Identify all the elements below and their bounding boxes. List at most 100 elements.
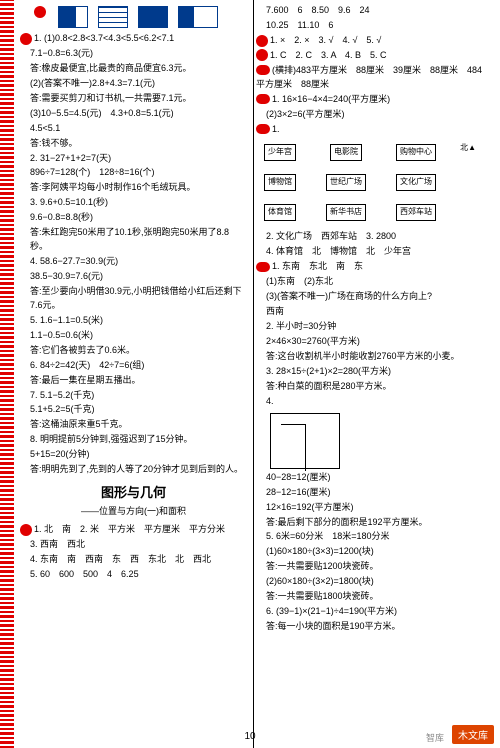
line: 8. 明明提前5分钟到,强强迟到了15分钟。	[20, 433, 247, 447]
map-diagram: 北▲ 少年宫 电影院 购物中心 博物馆 世纪广场 文化广场 体育馆 新华书店 西…	[256, 140, 484, 226]
icon-row	[34, 6, 247, 28]
line: 1. 16×16−4×4=240(平方厘米)	[256, 93, 484, 107]
bullet-icon	[256, 35, 268, 47]
line: 1. 东南 东北 南 东	[256, 260, 484, 274]
section-subtitle: ——位置与方向(一)和面积	[20, 505, 247, 519]
line: 答:最后剩下部分的面积是192平方厘米。	[256, 516, 484, 530]
line: 7.1−0.8=6.3(元)	[20, 47, 247, 61]
line: 答:需要买剪刀和订书机,一共需要7.1元。	[20, 92, 247, 106]
line: 答:明明先到了,先到的人等了20分钟才见到后到的人。	[20, 463, 247, 477]
line: 4. 体育馆 北 博物馆 北 少年宫	[256, 245, 484, 259]
line: 12×16=192(平方厘米)	[256, 501, 484, 515]
grid-icon-4	[178, 6, 218, 28]
text: 1. 东南 东北 南 东	[272, 261, 363, 271]
grid-icon-3	[138, 6, 168, 28]
bullet-icon	[256, 124, 270, 134]
line: (3)(答案不唯一)广场在商场的什么方向上?	[256, 290, 484, 304]
bullet-icon	[34, 6, 46, 18]
line: (2)(答案不唯一)2.8+4.3=7.1(元)	[20, 77, 247, 91]
grid-icon-2	[98, 6, 128, 28]
bullet-icon	[256, 49, 268, 61]
section-title: 图形与几何	[20, 483, 247, 503]
page-number: 10	[244, 731, 255, 742]
map-box: 世纪广场	[326, 174, 366, 190]
binding-edge	[0, 0, 14, 748]
line: (3)10−5.5=4.5(元) 4.3+0.8=5.1(元)	[20, 107, 247, 121]
line: 28−12=16(厘米)	[256, 486, 484, 500]
two-column-layout: 1. (1)0.8<2.8<3.7<4.3<5.5<6.2<7.1 7.1−0.…	[18, 0, 500, 748]
line: (1)60×180÷(3×3)=1200(块)	[256, 545, 484, 559]
line: 3. 西南 西北	[20, 538, 247, 552]
text: 1. × 2. × 3. √ 4. √ 5. √	[270, 35, 381, 45]
line: 2. 31−27+1+2=7(天)	[20, 152, 247, 166]
line: 4.5<5.1	[20, 122, 247, 136]
line: 答:种白菜的面积是280平方米。	[256, 380, 484, 394]
line: 7.600 6 8.50 9.6 24	[256, 4, 484, 18]
line: 5.1+5.2=5(千克)	[20, 403, 247, 417]
watermark-badge: 木文库	[452, 725, 494, 744]
line: 1. C 2. C 3. A 4. B 5. C	[256, 49, 484, 63]
text: 1. 北 南 2. 米 平方米 平方厘米 平方分米	[34, 524, 225, 534]
line: 答:橡皮最便宜,比最贵的商品便宜6.3元。	[20, 62, 247, 76]
line: 答:李阿姨平均每小时制作16个毛绒玩具。	[20, 181, 247, 195]
line: 答:这台收割机半小时能收割2760平方米的小麦。	[256, 350, 484, 364]
line: 3. 9.6+0.5=10.1(秒)	[20, 196, 247, 210]
line: 10.25 11.10 6	[256, 19, 484, 33]
bullet-icon	[256, 94, 270, 104]
text: 1. C 2. C 3. A 4. B 5. C	[270, 50, 387, 60]
line: (2)60×180÷(3×2)=1800(块)	[256, 575, 484, 589]
left-column: 1. (1)0.8<2.8<3.7<4.3<5.5<6.2<7.1 7.1−0.…	[18, 0, 254, 748]
line: 答:它们各被剪去了0.6米。	[20, 344, 247, 358]
line: 答:至少要向小明借30.9元,小明把钱借给小红后还剩下7.6元。	[20, 285, 247, 313]
grid-icon-1	[58, 6, 88, 28]
line: 896÷7=128(个) 128÷8=16(个)	[20, 166, 247, 180]
right-column: 7.600 6 8.50 9.6 24 10.25 11.10 6 1. × 2…	[254, 0, 490, 748]
line: 4.	[256, 395, 484, 409]
line: 答:最后一集在星期五播出。	[20, 374, 247, 388]
map-box: 少年宫	[264, 144, 296, 160]
line: 40−28=12(厘米)	[256, 471, 484, 485]
line: 4. 东南 南 西南 东 西 东北 北 西北	[20, 553, 247, 567]
line: 5. 60 600 500 4 6.25	[20, 568, 247, 582]
line: (横排)483平方厘米 88厘米 39厘米 88厘米 484平方厘米 88厘米	[256, 64, 484, 92]
line: 2. 半小时=30分钟	[256, 320, 484, 334]
line: 5. 6米=60分米 18米=180分米	[256, 530, 484, 544]
compass-icon: 北▲	[460, 142, 476, 154]
bullet-icon	[20, 524, 32, 536]
line: 西南	[256, 305, 484, 319]
line: 答:朱红跑完50米用了10.1秒,张明跑完50米用了8.8秒。	[20, 226, 247, 254]
map-box: 西郊车站	[396, 204, 436, 220]
line: 1.1−0.5=0.6(米)	[20, 329, 247, 343]
watermark-text: 智库	[426, 731, 444, 744]
line: (2)3×2=6(平方厘米)	[256, 108, 484, 122]
shape-diagram	[270, 413, 340, 469]
bullet-icon	[20, 33, 32, 45]
line: 答:每一小块的面积是190平方米。	[256, 620, 484, 634]
line: 38.5−30.9=7.6(元)	[20, 270, 247, 284]
line: (1)东南 (2)东北	[256, 275, 484, 289]
line: 7. 5.1−5.2(千克)	[20, 389, 247, 403]
line: 2×46×30=2760(平方米)	[256, 335, 484, 349]
map-box: 体育馆	[264, 204, 296, 220]
line: 6. (39−1)×(21−1)÷4=190(平方米)	[256, 605, 484, 619]
text: 1. (1)0.8<2.8<3.7<4.3<5.5<6.2<7.1	[34, 33, 174, 43]
line: 答:一共需要贴1800块瓷砖。	[256, 590, 484, 604]
line: 1. × 2. × 3. √ 4. √ 5. √	[256, 34, 484, 48]
line: 3. 28×15÷(2+1)×2=280(平方米)	[256, 365, 484, 379]
map-box: 电影院	[330, 144, 362, 160]
bullet-icon	[256, 262, 270, 272]
line: 4. 58.6−27.7=30.9(元)	[20, 255, 247, 269]
text: 1. 16×16−4×4=240(平方厘米)	[272, 94, 390, 104]
line: 答:这桶油原来重5千克。	[20, 418, 247, 432]
line: 1. 北 南 2. 米 平方米 平方厘米 平方分米	[20, 523, 247, 537]
map-box: 新华书店	[326, 204, 366, 220]
line: 5. 1.6−1.1=0.5(米)	[20, 314, 247, 328]
line: 答:一共需要贴1200块瓷砖。	[256, 560, 484, 574]
line: 5+15=20(分钟)	[20, 448, 247, 462]
map-box: 购物中心	[396, 144, 436, 160]
text: 1.	[272, 124, 280, 134]
map-box: 博物馆	[264, 174, 296, 190]
line: 1. (1)0.8<2.8<3.7<4.3<5.5<6.2<7.1	[20, 32, 247, 46]
line: 答:钱不够。	[20, 137, 247, 151]
line: 2. 文化广场 西郊车站 3. 2800	[256, 230, 484, 244]
